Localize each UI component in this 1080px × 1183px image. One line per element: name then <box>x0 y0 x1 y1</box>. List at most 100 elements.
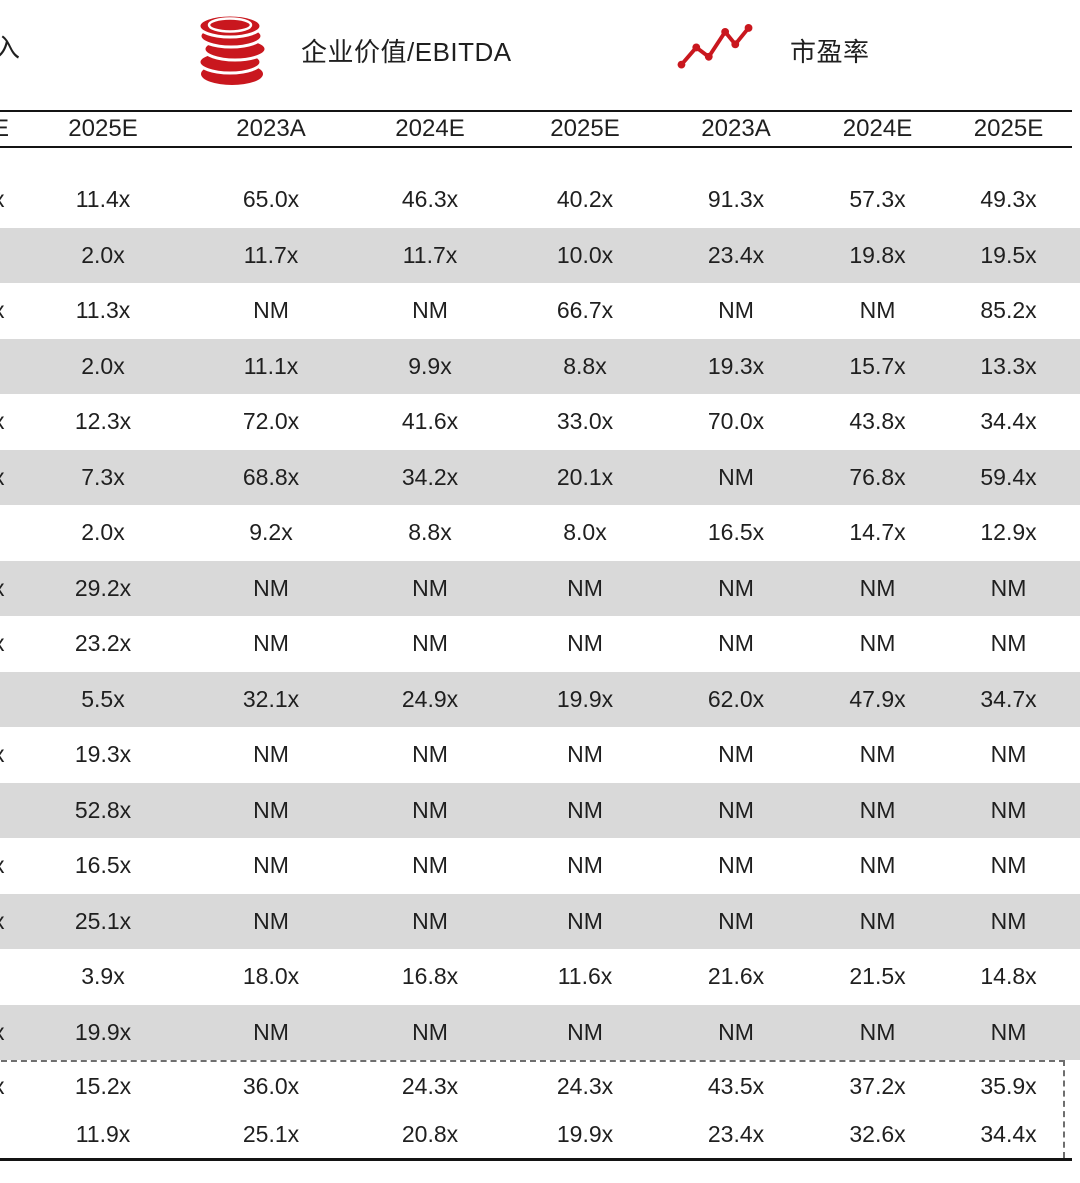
row-partial-cell <box>0 672 16 728</box>
row-partial-cell: x <box>0 894 16 950</box>
data-cell: 2.0x <box>81 519 125 546</box>
data-cell: 11.9x <box>75 1120 131 1147</box>
data-cell: NM <box>412 1018 448 1045</box>
data-cell: 12.9x <box>980 519 1037 546</box>
table-row: x 19.3x NM NM NM NM NM NM <box>0 727 1080 783</box>
data-cell: 21.6x <box>707 963 765 990</box>
data-cell: NM <box>718 1018 754 1045</box>
summary-row: 11.9x 25.1x 20.8x 19.9x 23.4x 32.6x 34.4x <box>0 1110 1063 1158</box>
data-cell: 33.0x <box>556 408 614 435</box>
row-partial-cell <box>0 783 16 839</box>
data-cell: 3.9x <box>81 963 125 990</box>
data-cell: NM <box>718 741 754 768</box>
data-cell: 18.0x <box>242 963 300 990</box>
data-cell: NM <box>412 630 448 657</box>
data-cell: 23.2x <box>74 630 132 657</box>
data-cell: 34.2x <box>401 463 459 490</box>
table-row: x 23.2x NM NM NM NM NM NM <box>0 616 1080 672</box>
data-cell: NM <box>253 297 289 324</box>
row-partial-cell: x <box>0 1062 16 1110</box>
table-row: x 19.9x NM NM NM NM NM NM <box>0 1004 1080 1060</box>
data-cell: 19.3x <box>707 352 765 379</box>
summary-row: x 15.2x 36.0x 24.3x 24.3x 43.5x 37.2x 35.9x <box>0 1062 1063 1110</box>
data-cell: 19.3x <box>74 741 132 768</box>
data-cell: NM <box>412 297 448 324</box>
data-cell: NM <box>567 574 603 601</box>
data-cell: NM <box>567 796 603 823</box>
data-cell: 16.5x <box>74 852 132 879</box>
data-cell: 9.9x <box>408 352 452 379</box>
data-cell: NM <box>718 907 754 934</box>
data-cell: 76.8x <box>849 463 906 490</box>
data-cell: NM <box>412 574 448 601</box>
data-cell: 20.1x <box>556 463 614 490</box>
header-col-5: 2024E <box>842 115 913 142</box>
data-cell: 23.4x <box>707 241 765 268</box>
data-cell: 8.8x <box>563 352 607 379</box>
legend-partial-label: 入 <box>0 33 21 63</box>
data-cell: NM <box>718 630 754 657</box>
row-partial-cell <box>0 949 16 1005</box>
data-cell: 11.7x <box>402 241 458 268</box>
row-partial-cell <box>0 505 16 561</box>
table-row: 52.8x NM NM NM NM NM NM <box>0 782 1080 839</box>
data-cell: 43.8x <box>849 408 906 435</box>
data-cell: NM <box>412 907 448 934</box>
data-cell: NM <box>718 463 754 490</box>
data-cell: 16.8x <box>401 963 459 990</box>
legend-label-ev-ebitda: 企业价值/EBITDA <box>301 37 512 67</box>
header-col-0: 2025E <box>68 115 138 142</box>
data-cell: 11.6x <box>557 963 613 990</box>
data-cell: 23.4x <box>707 1120 765 1147</box>
row-partial-cell <box>0 228 16 284</box>
data-cell: 11.7x <box>243 241 299 268</box>
data-cell: NM <box>859 1018 896 1045</box>
data-cell: 2.0x <box>81 241 125 268</box>
data-cell: 91.3x <box>707 186 765 213</box>
table-row: x 11.4x 65.0x 46.3x 40.2x 91.3x 57.3x 49.3x <box>0 172 1080 228</box>
header-col-2: 2024E <box>395 115 465 142</box>
data-cell: 24.3x <box>401 1072 459 1099</box>
data-cell: 34.4x <box>980 1120 1037 1147</box>
data-cell: 8.0x <box>563 519 607 546</box>
data-cell: 25.1x <box>242 1120 300 1147</box>
data-cell: NM <box>990 796 1027 823</box>
data-cell: NM <box>859 852 896 879</box>
data-cell: NM <box>253 574 289 601</box>
data-cell: NM <box>990 907 1027 934</box>
data-cell: 14.7x <box>849 519 906 546</box>
data-cell: 41.6x <box>401 408 459 435</box>
header-col-3: 2025E <box>550 115 620 142</box>
data-cell: 37.2x <box>849 1072 906 1099</box>
data-cell: 19.8x <box>849 241 906 268</box>
data-cell: 25.1x <box>74 907 132 934</box>
data-cell: NM <box>718 297 754 324</box>
data-cell: NM <box>990 574 1027 601</box>
header-partial-cell: E <box>0 115 10 142</box>
data-cell: 35.9x <box>980 1072 1037 1099</box>
data-cell: 66.7x <box>556 297 614 324</box>
table-row: 5.5x 32.1x 24.9x 19.9x 62.0x 47.9x 34.7x <box>0 671 1080 728</box>
data-cell: 32.6x <box>849 1120 906 1147</box>
data-cell: NM <box>990 630 1027 657</box>
data-cell: NM <box>990 741 1027 768</box>
row-partial-cell: x <box>0 450 16 506</box>
data-cell: NM <box>859 796 896 823</box>
data-cell: 15.2x <box>74 1072 132 1099</box>
table-row: 2.0x 11.1x 9.9x 8.8x 19.3x 15.7x 13.3x <box>0 338 1080 394</box>
table-row: x 16.5x NM NM NM NM NM NM <box>0 838 1080 894</box>
table-row: x 11.3x NM NM 66.7x NM NM 85.2x <box>0 283 1080 339</box>
data-cell: 11.1x <box>243 352 299 379</box>
row-partial-cell: x <box>0 283 16 339</box>
line-chart-icon <box>676 20 754 78</box>
data-cell: 29.2x <box>74 574 132 601</box>
row-partial-cell: x <box>0 561 16 617</box>
data-cell: 47.9x <box>849 685 906 712</box>
data-cell: NM <box>859 907 896 934</box>
table-row: x 12.3x 72.0x 41.6x 33.0x 70.0x 43.8x 34.4x <box>0 394 1080 450</box>
data-cell: 72.0x <box>242 408 300 435</box>
data-cell: 12.3x <box>74 408 132 435</box>
data-cell: NM <box>718 574 754 601</box>
